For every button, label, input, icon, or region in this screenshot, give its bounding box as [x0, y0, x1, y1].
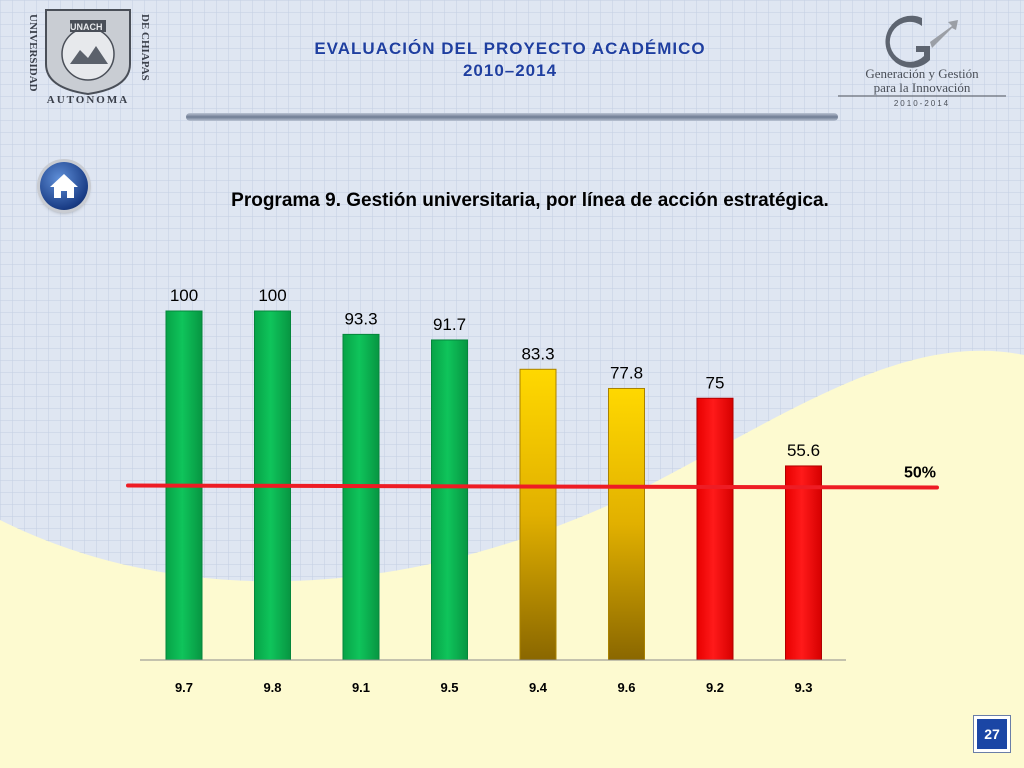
- bar-value-label: 83.3: [521, 344, 554, 363]
- bar-9.1: [342, 333, 380, 661]
- category-label: 9.4: [529, 680, 548, 695]
- bar-value-label: 100: [170, 286, 198, 305]
- bar-9.5: [431, 339, 468, 661]
- gg-arrow-icon: [885, 15, 958, 68]
- university-logo: UNIVERSIDAD DE CHIAPAS UNACH AUTONOMA: [27, 9, 151, 106]
- bar-9.2: [696, 397, 734, 661]
- bar-value-label: 100: [258, 286, 286, 305]
- seal-icon: [45, 9, 131, 96]
- header-title-line1: EVALUACIÓN DEL PROYECTO ACADÉMICO: [314, 39, 706, 58]
- category-label: 9.3: [794, 680, 812, 695]
- bar-value-label: 55.6: [787, 441, 820, 460]
- category-label: 9.6: [617, 680, 635, 695]
- bar-value-label: 91.7: [433, 315, 466, 334]
- reference-line-label: 50%: [904, 465, 936, 482]
- logo-right-line1: Generación y Gestión: [865, 66, 979, 81]
- home-button[interactable]: [40, 162, 88, 210]
- home-icon: [50, 174, 78, 198]
- logo-text-left: UNIVERSIDAD: [27, 14, 39, 92]
- logo-name: UNACH: [70, 22, 103, 32]
- chart-title: Programa 9. Gestión universitaria, por l…: [231, 190, 829, 211]
- innovation-logo: Generación y Gestión para la Innovación …: [838, 15, 1006, 108]
- bar-value-label: 93.3: [344, 309, 377, 328]
- bar-value-label: 75: [706, 373, 725, 392]
- header-title: EVALUACIÓN DEL PROYECTO ACADÉMICO 2010–2…: [240, 38, 780, 82]
- logo-text-right: DE CHIAPAS: [139, 14, 151, 81]
- cream-wave: [0, 350, 1024, 768]
- header-title-line2: 2010–2014: [462, 61, 558, 80]
- logo-right-line2: para la Innovación: [874, 80, 971, 95]
- bar-9.4: [519, 368, 557, 661]
- category-label: 9.5: [440, 680, 458, 695]
- reference-line-50: [126, 483, 939, 490]
- bar-9.6: [608, 387, 645, 661]
- category-label: 9.1: [352, 680, 370, 695]
- category-label: 9.2: [706, 680, 724, 695]
- page-number: 27: [974, 716, 1010, 752]
- category-label: 9.8: [263, 680, 281, 695]
- bar-value-label: 77.8: [610, 363, 643, 382]
- category-label: 9.7: [175, 680, 193, 695]
- logo-text-bottom: AUTONOMA: [47, 94, 129, 106]
- logo-right-years: 2010-2014: [894, 99, 950, 108]
- bar-9.3: [785, 465, 822, 661]
- header-divider: [186, 113, 838, 121]
